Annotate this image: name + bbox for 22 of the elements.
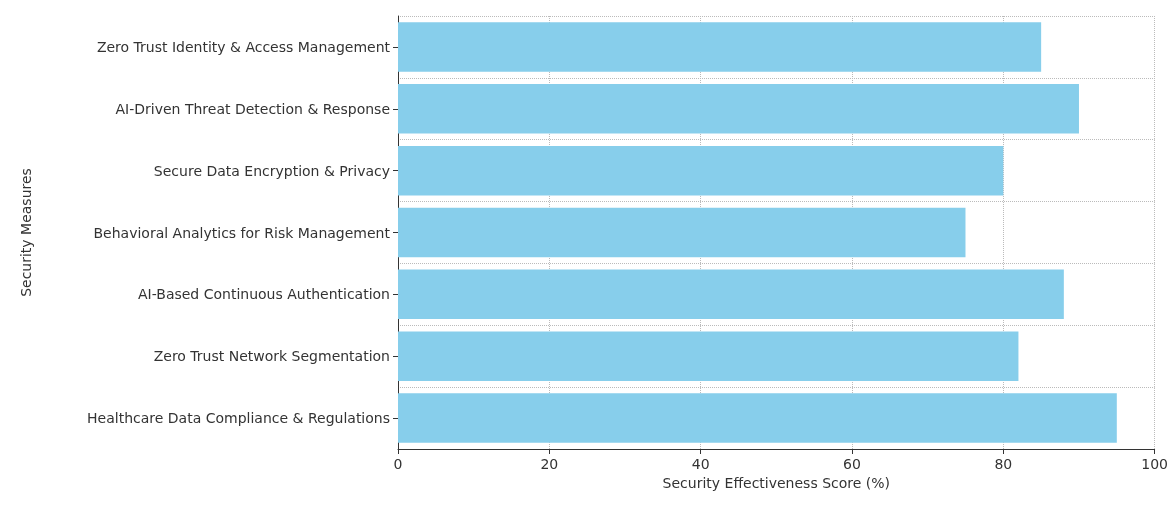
x-tick-label: 20	[540, 456, 559, 472]
y-axis-title: Security Measures	[18, 168, 34, 297]
x-axis-title: Security Effectiveness Score (%)	[662, 474, 891, 491]
y-tick-label: AI-Based Continuous Authentication	[138, 286, 390, 303]
bar	[398, 207, 966, 258]
x-tick-label: 0	[393, 456, 403, 472]
y-tick-label: Behavioral Analytics for Risk Management	[93, 224, 391, 241]
bar	[398, 22, 1042, 72]
bar	[398, 331, 1019, 381]
bar	[398, 84, 1079, 134]
bar	[398, 393, 1117, 443]
x-tick-label: 40	[691, 456, 710, 472]
x-tick-label: 60	[843, 456, 861, 472]
bar	[398, 269, 1064, 320]
y-tick-label: Secure Data Encryption & Privacy	[153, 162, 390, 179]
y-tick-label: Zero Trust Network Segmentation	[153, 348, 390, 365]
y-tick-label: Zero Trust Identity & Access Management	[96, 38, 391, 55]
x-tick-label: 80	[994, 456, 1013, 472]
x-tick-label: 100	[1141, 456, 1169, 472]
y-tick-label: AI-Driven Threat Detection & Response	[115, 100, 390, 117]
bar	[398, 145, 1004, 196]
y-tick-label: Healthcare Data Compliance & Regulations	[87, 410, 390, 427]
